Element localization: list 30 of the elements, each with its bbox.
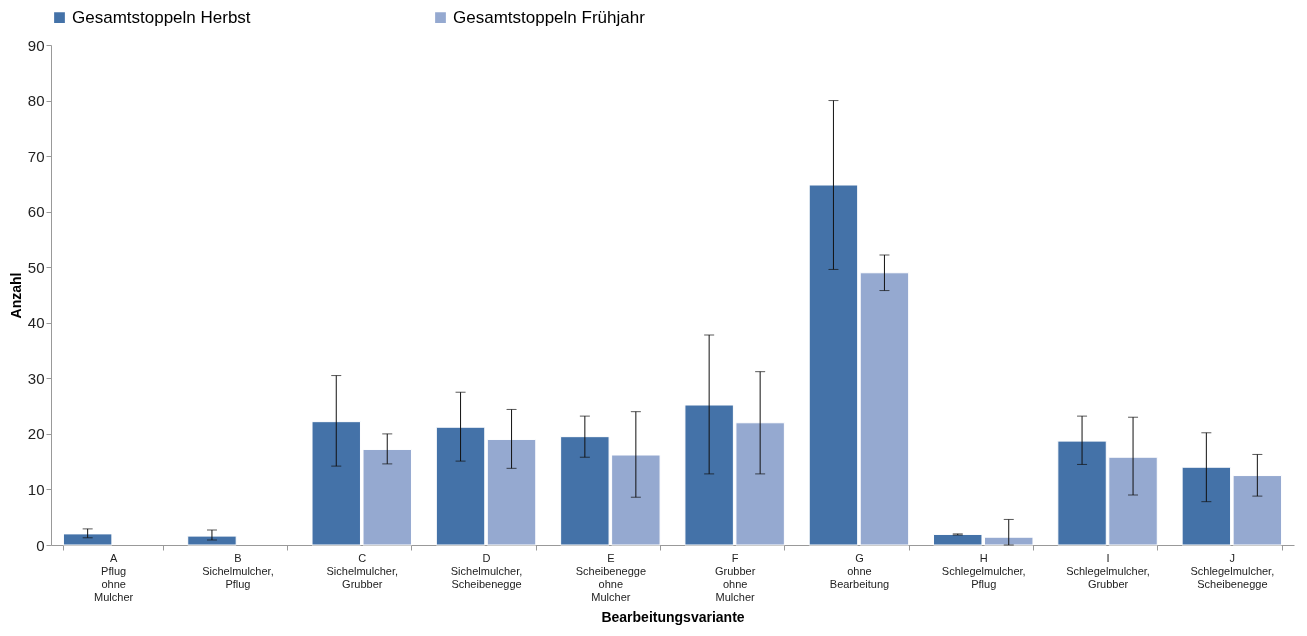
x-tick-label: J Schlegelmulcher, Scheibenegge: [1190, 551, 1275, 590]
y-tick-label: 10: [27, 480, 45, 498]
x-axis-title: Bearbeitungsvariante: [601, 608, 745, 625]
y-axis-title: Anzahl: [7, 272, 24, 319]
y-tick-label: 40: [27, 314, 45, 332]
bar: [859, 272, 910, 546]
legend-label: Gesamtstoppeln Herbst: [72, 7, 251, 27]
x-tick-label: H Schlegelmulcher, Pflug: [941, 551, 1026, 590]
x-tick-label: B Sichelmulcher, Pflug: [202, 551, 274, 590]
y-tick-label: 0: [36, 536, 45, 554]
y-tick-label: 60: [27, 203, 45, 221]
bar: [62, 533, 113, 546]
x-tick-label: A Pflug ohne Mulcher: [94, 551, 134, 603]
bar: [486, 438, 537, 546]
y-tick-label: 20: [27, 425, 45, 443]
y-tick-label: 80: [27, 92, 45, 110]
bar: [808, 184, 859, 546]
x-tick-label: E Scheibenegge ohne Mulcher: [575, 551, 647, 603]
y-tick-label: 30: [27, 369, 45, 387]
x-tick-label: F Grubber ohne Mulcher: [714, 551, 756, 603]
x-tick-label: D Sichelmulcher, Scheibenegge: [450, 551, 523, 590]
y-tick-label: 50: [27, 258, 45, 276]
y-tick-label: 70: [27, 147, 45, 165]
bar: [187, 535, 237, 546]
bar: [435, 426, 486, 546]
x-tick-label: C Sichelmulcher, Grubber: [326, 551, 399, 590]
legend-label: Gesamtstoppeln Frühjahr: [453, 7, 646, 27]
y-tick-label: 90: [27, 36, 45, 54]
x-tick-label: I Schlegelmulcher, Grubber: [1066, 551, 1150, 590]
x-tick-label: G ohne Bearbeitung: [829, 551, 890, 590]
